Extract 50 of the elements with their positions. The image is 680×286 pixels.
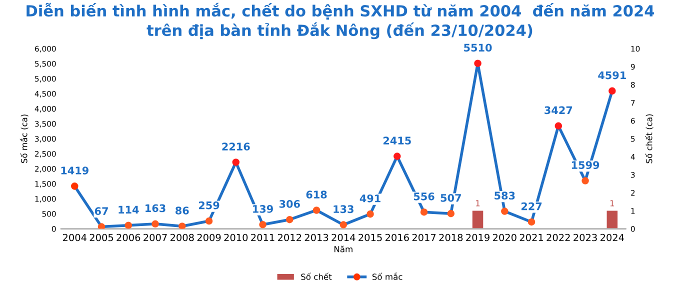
- x-tick-label: 2012: [278, 234, 302, 242]
- data-label: 114: [118, 206, 139, 214]
- x-tick-label: 2019: [466, 234, 490, 242]
- data-label: 163: [146, 204, 166, 212]
- x-tick-label: 2009: [197, 234, 221, 242]
- data-label: 227: [521, 202, 542, 210]
- x-tick-label: 2016: [385, 234, 409, 242]
- x-tick-label: 2018: [439, 234, 463, 242]
- y-axis-title: Số mắc (ca): [20, 114, 28, 163]
- data-label: 2415: [383, 136, 411, 145]
- x-tick-label: 2024: [600, 234, 624, 242]
- data-label: 4591: [598, 71, 626, 80]
- x-tick-label: 2004: [62, 234, 86, 242]
- data-label: 556: [414, 192, 434, 200]
- data-label: 2216: [222, 142, 250, 151]
- data-label: 259: [198, 201, 220, 210]
- y2-axis-title: Số chết (ca): [645, 114, 654, 164]
- legend-label: Số chết: [301, 272, 332, 280]
- data-label: 1599: [572, 161, 600, 170]
- legend-label: Số mắc: [372, 272, 402, 280]
- x-tick-label: 2020: [493, 234, 516, 242]
- data-label: 5510: [464, 44, 492, 52]
- data-label: 583: [494, 192, 515, 200]
- data-label: 491: [360, 194, 380, 202]
- data-label: 1: [476, 200, 480, 206]
- x-tick-label: 2013: [304, 234, 328, 242]
- data-label: 507: [440, 194, 461, 202]
- data-label: 1: [610, 200, 614, 206]
- data-label: 67: [94, 207, 108, 216]
- x-tick-label: 2021: [520, 234, 544, 242]
- x-tick-label: 2015: [358, 234, 382, 242]
- chart-title: Diễn biến tình hình mắc, chết do bệnh SXHD từ năm 2004 đến năm 2024 trên địa bàn tỉnh Đắk Nông (đến 23/10/2024): [26, 2, 654, 40]
- x-tick-label: 2011: [251, 234, 274, 242]
- x-tick-label: 2010: [224, 234, 248, 242]
- x-tick-label: 2008: [170, 234, 194, 242]
- data-label: 133: [334, 205, 354, 214]
- x-tick-label: 2023: [574, 234, 597, 242]
- data-label: 618: [306, 190, 327, 198]
- x-tick-label: 2005: [90, 234, 114, 242]
- x-tick-label: 2006: [116, 234, 140, 242]
- x-tick-label: 2017: [412, 234, 436, 242]
- x-tick-label: 2022: [546, 234, 570, 242]
- x-tick-label: 2014: [332, 234, 356, 242]
- data-label: 139: [253, 205, 273, 213]
- x-tick-label: 2007: [144, 234, 167, 242]
- data-label: 306: [279, 200, 300, 208]
- data-label: 1419: [61, 166, 88, 174]
- data-label: 86: [176, 206, 189, 214]
- x-axis-title: Năm: [334, 246, 352, 252]
- data-label: 3427: [544, 106, 572, 114]
